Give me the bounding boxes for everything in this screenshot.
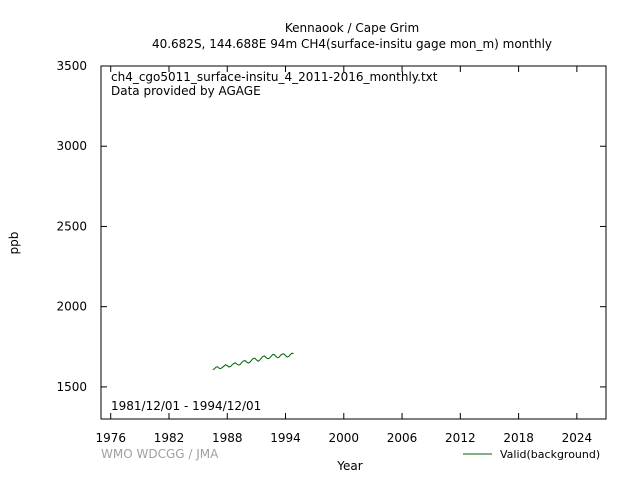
y-tick-label: 2000 [56, 300, 87, 314]
x-tick-label: 2000 [329, 431, 360, 445]
x-axis-label: Year [336, 459, 362, 473]
annotation-provider: Data provided by AGAGE [111, 84, 261, 98]
annotation-filename: ch4_cgo5011_surface-insitu_4_2011-2016_m… [111, 70, 438, 84]
x-tick-label: 2018 [503, 431, 534, 445]
y-tick-label: 3000 [56, 139, 87, 153]
legend: Valid(background) [463, 448, 600, 461]
y-tick-label: 1500 [56, 380, 87, 394]
legend-label: Valid(background) [500, 448, 600, 461]
plot-frame [100, 65, 607, 420]
series-layer [212, 352, 294, 371]
credit-label: WMO WDCGG / JMA [101, 447, 219, 461]
x-tick-label: 2024 [562, 431, 593, 445]
x-tick-label: 1976 [95, 431, 126, 445]
series-line [212, 352, 294, 371]
x-tick-label: 1994 [270, 431, 301, 445]
chart-subtitle: 40.682S, 144.688E 94m CH4(surface-insitu… [152, 37, 552, 51]
axis-ticks: 1976 1982 1988 1994 2000 2006 2012 2018 2024 1500… [56, 59, 606, 445]
y-axis-label: ppb [7, 232, 21, 255]
x-tick-label: 2006 [387, 431, 418, 445]
chart-title: Kennaook / Cape Grim [285, 21, 419, 35]
x-tick-label: 2012 [445, 431, 476, 445]
period-label: 1981/12/01 - 1994/12/01 [111, 399, 261, 413]
y-tick-label: 3500 [56, 59, 87, 73]
x-tick-label: 1988 [212, 431, 243, 445]
x-tick-label: 1982 [154, 431, 185, 445]
y-tick-label: 2500 [56, 219, 87, 233]
